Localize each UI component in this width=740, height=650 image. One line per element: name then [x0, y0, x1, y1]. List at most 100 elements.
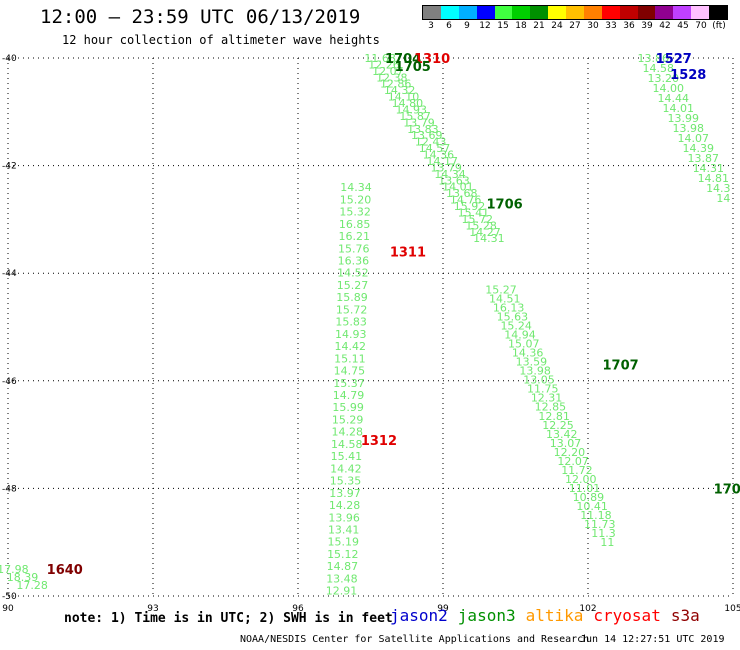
- wave-height-value: 16.36: [338, 254, 370, 267]
- wave-height-value: 15.37: [333, 377, 365, 390]
- wave-height-value: 14.00: [653, 82, 685, 95]
- color-scale-label: 70: [695, 21, 707, 31]
- jason3-1705-track: 14.3415.2015.3216.8516.2115.7616.3614.52…: [326, 181, 372, 598]
- wave-height-value: 14.76: [450, 194, 482, 207]
- wave-height-value: 14.01: [442, 181, 474, 194]
- color-swatch: [637, 6, 656, 19]
- wave-height-value: 15.20: [340, 193, 372, 206]
- lon-tick-label: 96: [292, 604, 304, 614]
- wave-height-value: 13.59: [516, 356, 548, 369]
- wave-height-value: 15.89: [336, 291, 368, 304]
- wave-height-value: 15.32: [339, 206, 371, 219]
- wave-height-value: 14.75: [334, 365, 366, 378]
- color-scale-labels: 3 6 9 12 15 18 21 24 27 30 33 36 39 42 45 70 (ft): [422, 21, 728, 33]
- wave-height-value: 14.34: [340, 181, 372, 194]
- color-scale-label: 3: [428, 21, 434, 31]
- wave-height-value: 14.27: [469, 226, 501, 239]
- wave-height-value: 15.27: [337, 279, 369, 292]
- wave-height-value: 14: [716, 192, 730, 205]
- color-scale-bar: [422, 5, 728, 20]
- lat-tick-label: -48: [2, 484, 17, 494]
- color-scale-label: 39: [641, 21, 653, 31]
- wave-height-value: 11: [600, 536, 614, 549]
- wave-height-value: 12.31: [531, 392, 563, 405]
- wave-height-value: 12.00: [565, 473, 597, 486]
- lat-tick-label: -40: [2, 54, 17, 64]
- legend-item-jason2: jason2: [390, 606, 448, 625]
- wave-height-value: 13.99: [668, 112, 700, 125]
- wave-height-value: 11.3: [591, 527, 616, 540]
- wave-height-value: 14.42: [330, 462, 362, 475]
- wave-height-value: 10.41: [576, 500, 608, 513]
- color-swatch: [601, 6, 620, 19]
- wave-height-value: 13.98: [673, 122, 705, 135]
- wave-height-value: 12.81: [538, 410, 570, 423]
- wave-height-value: 14.34: [434, 168, 466, 181]
- wave-height-value: 10.89: [573, 491, 605, 504]
- wave-height-value: 13.20: [648, 72, 680, 85]
- wave-height-value: 15.19: [328, 536, 360, 549]
- color-scale-label: 33: [605, 21, 617, 31]
- color-swatch: [476, 6, 495, 19]
- wave-height-value: 14.32: [384, 84, 416, 97]
- color-scale-label: (ft): [712, 21, 726, 31]
- wave-height-value: 15.72: [336, 303, 368, 316]
- wave-height-value: 16.13: [493, 301, 525, 314]
- wave-height-value: 14.3: [706, 182, 731, 195]
- color-scale-label: 18: [515, 21, 527, 31]
- wave-height-value: 15.29: [332, 413, 364, 426]
- footnote: note: 1) Time is in UTC; 2) SWH is in fe…: [64, 611, 393, 626]
- wave-height-value: 11.68: [364, 52, 396, 65]
- lat-tick-label: -46: [2, 377, 17, 387]
- legend-item-s3a: s3a: [670, 606, 700, 625]
- color-swatch: [709, 6, 727, 19]
- legend-item-cryosat: cryosat: [593, 606, 661, 625]
- wave-height-value: 12.43: [415, 136, 447, 149]
- lon-tick-label: 90: [2, 604, 14, 614]
- footer-credit: NOAA/NESDIS Center for Satellite Applica…: [240, 634, 590, 645]
- color-scale-label: 15: [497, 21, 509, 31]
- wave-height-value: 13.48: [326, 572, 358, 585]
- track-label: 1311: [390, 246, 426, 261]
- color-swatch: [548, 6, 566, 19]
- wave-height-value: 15.41: [458, 206, 490, 219]
- wave-height-value: 13.79: [403, 116, 435, 129]
- track-label: 170: [714, 482, 740, 497]
- wave-height-value: 14.58: [331, 438, 363, 451]
- wave-height-value: 13.79: [430, 161, 462, 174]
- lat-tick-label: -44: [2, 269, 17, 279]
- wave-height-value: 13.68: [446, 187, 478, 200]
- color-swatch: [583, 6, 602, 19]
- color-scale-label: 30: [587, 21, 599, 31]
- wave-height-value: 14.52: [337, 267, 369, 280]
- legend-item-jason3: jason3: [457, 606, 516, 625]
- wave-height-value: 14.36: [512, 347, 544, 360]
- color-scale-label: 36: [623, 21, 635, 31]
- track-label: 1640: [47, 563, 83, 578]
- wave-height-value: 16.21: [338, 230, 370, 243]
- lat-tick-label: -50: [2, 592, 17, 602]
- wave-height-value: 13.98: [519, 365, 551, 378]
- wave-height-value: 13.97: [329, 487, 361, 500]
- wave-height-value: 13.87: [688, 152, 720, 165]
- map-grid: [7, 57, 734, 597]
- wave-height-value: 15.92: [454, 200, 486, 213]
- wave-height-value: 15.28: [465, 219, 497, 232]
- wave-height-value: 14.57: [419, 142, 451, 155]
- wave-height-value: 14.58: [643, 62, 675, 75]
- color-scale-label: 42: [659, 21, 671, 31]
- wave-height-value: 14.93: [395, 103, 427, 116]
- wave-height-value: 15.83: [335, 316, 367, 329]
- jason3-1706-track: 15.2714.5116.1315.6315.2414.9415.0714.36…: [485, 283, 616, 549]
- wave-height-value: 13.83: [407, 123, 439, 136]
- satellite-legend: jason2 jason3 altika cryosat s3a: [390, 606, 700, 626]
- footer-timestamp: Jun 14 12:27:51 UTC 2019: [580, 634, 725, 645]
- track-label: 1528: [670, 68, 706, 83]
- wave-height-value: 13.07: [550, 437, 582, 450]
- color-swatch: [673, 6, 692, 19]
- color-swatch: [440, 6, 459, 19]
- wave-height-value: 12.38: [376, 71, 408, 84]
- wave-height-value: 15.27: [485, 283, 517, 296]
